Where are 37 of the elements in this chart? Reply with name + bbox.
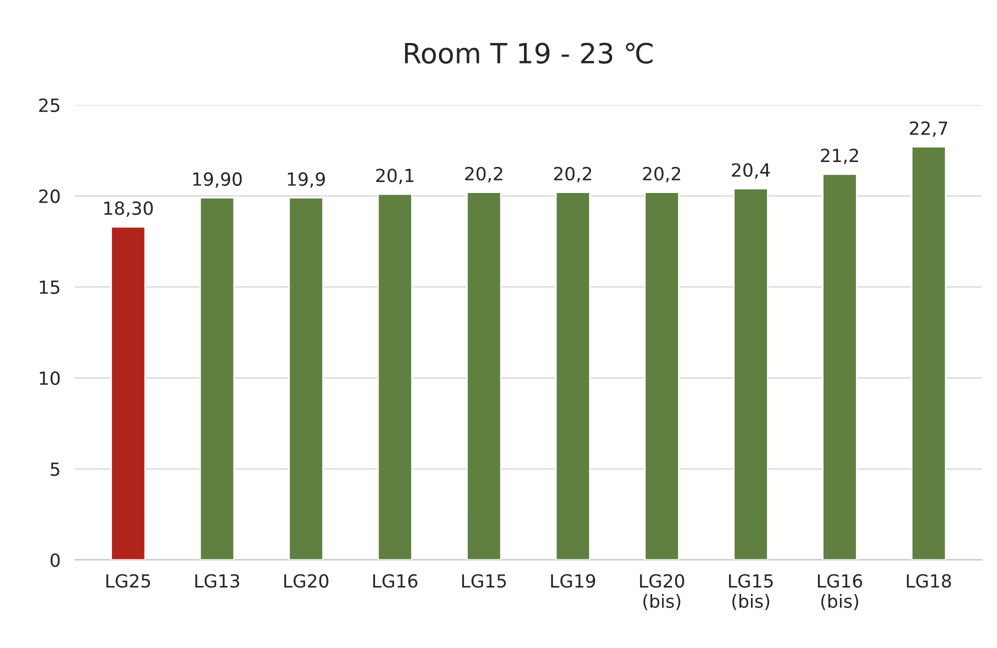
bar <box>110 226 146 560</box>
data-label: 19,90 <box>193 172 242 188</box>
y-tick-label: 0 <box>50 553 60 567</box>
x-tick-label: LG16 (bis) <box>818 574 862 610</box>
y-tick-label: 25 <box>39 98 60 112</box>
x-tick-label: LG18 <box>906 574 951 588</box>
bar <box>733 188 768 560</box>
bar <box>199 197 235 560</box>
bar <box>466 192 502 560</box>
x-tick-label: LG15 <box>462 574 506 588</box>
y-tick-label: 5 <box>50 462 60 476</box>
data-label: 22,7 <box>910 121 948 137</box>
y-tick-label: 20 <box>39 189 60 204</box>
x-tick-label: LG16 <box>373 574 418 588</box>
x-tick-label: LG19 <box>551 574 596 588</box>
bar <box>822 173 858 560</box>
x-tick-label: LG20 (bis) <box>640 574 684 610</box>
chart-title: Room T 19 - 23 ℃ <box>405 42 653 64</box>
bar <box>377 193 413 560</box>
data-label: 20,2 <box>643 166 680 182</box>
y-tick-label: 10 <box>40 371 60 386</box>
x-tick-label: LG25 <box>106 574 150 588</box>
x-tick-label: LG20 <box>284 574 328 588</box>
bar <box>555 192 590 560</box>
data-label: 20,1 <box>376 168 414 184</box>
data-label: 20,2 <box>465 166 502 182</box>
data-label: 19,9 <box>288 172 325 188</box>
bar <box>644 192 680 560</box>
data-label: 20,2 <box>554 166 592 182</box>
y-tick-label: 15 <box>40 280 60 294</box>
x-tick-label: LG13 <box>195 574 240 588</box>
bar <box>911 146 946 560</box>
data-label: 21,2 <box>820 148 858 164</box>
bar <box>288 197 324 560</box>
x-tick-label: LG15 (bis) <box>729 574 773 610</box>
data-label: 20,4 <box>732 163 770 179</box>
data-label: 18,30 <box>104 201 153 217</box>
